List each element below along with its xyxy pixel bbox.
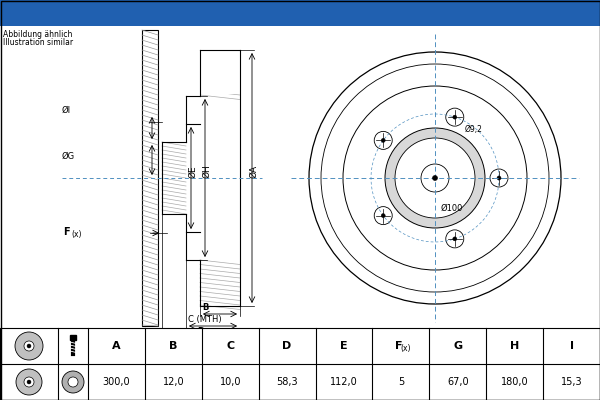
- Text: A: A: [112, 341, 121, 351]
- Text: ØI: ØI: [62, 106, 71, 114]
- Text: 12,0: 12,0: [163, 377, 184, 387]
- Circle shape: [24, 341, 34, 351]
- Circle shape: [446, 230, 464, 248]
- Text: 112,0: 112,0: [330, 377, 358, 387]
- FancyBboxPatch shape: [0, 26, 600, 328]
- Text: 67,0: 67,0: [447, 377, 469, 387]
- Text: 58,3: 58,3: [276, 377, 298, 387]
- Text: 10,0: 10,0: [220, 377, 241, 387]
- Text: ØG: ØG: [62, 152, 75, 160]
- Circle shape: [446, 108, 464, 126]
- Circle shape: [374, 131, 392, 149]
- Polygon shape: [162, 50, 240, 306]
- Text: (x): (x): [71, 230, 82, 238]
- FancyBboxPatch shape: [142, 30, 158, 326]
- Circle shape: [395, 138, 475, 218]
- Circle shape: [24, 377, 34, 387]
- Text: B: B: [202, 303, 208, 312]
- Circle shape: [62, 371, 84, 393]
- Text: Illustration similar: Illustration similar: [3, 38, 73, 47]
- FancyBboxPatch shape: [70, 335, 76, 340]
- Circle shape: [381, 214, 385, 218]
- Text: B: B: [169, 341, 178, 351]
- Circle shape: [374, 207, 392, 225]
- Circle shape: [421, 164, 449, 192]
- Text: ØE: ØE: [188, 165, 197, 178]
- Text: (x): (x): [401, 344, 411, 352]
- Circle shape: [15, 332, 43, 360]
- Text: 15,3: 15,3: [561, 377, 583, 387]
- Circle shape: [490, 169, 508, 187]
- Text: I: I: [569, 341, 574, 351]
- Text: C: C: [226, 341, 234, 351]
- Text: C (MTH): C (MTH): [188, 315, 221, 324]
- Circle shape: [68, 377, 78, 387]
- Circle shape: [453, 115, 457, 119]
- Text: G: G: [453, 341, 463, 351]
- Text: 300,0: 300,0: [103, 377, 130, 387]
- Text: Ø9,2: Ø9,2: [465, 125, 482, 134]
- Text: 24.0112-0183.1: 24.0112-0183.1: [131, 4, 278, 22]
- Text: Abbildung ähnlich: Abbildung ähnlich: [3, 30, 73, 39]
- Text: H: H: [510, 341, 519, 351]
- Circle shape: [27, 380, 31, 384]
- Circle shape: [385, 128, 485, 228]
- Circle shape: [381, 138, 385, 142]
- Text: ØA: ØA: [250, 165, 259, 178]
- Text: Ø100: Ø100: [441, 204, 463, 212]
- Text: F: F: [395, 341, 403, 351]
- Text: D: D: [197, 327, 205, 336]
- Circle shape: [453, 237, 457, 241]
- Text: E: E: [340, 341, 348, 351]
- Text: 5: 5: [398, 377, 404, 387]
- Circle shape: [433, 176, 437, 180]
- Text: F: F: [63, 227, 70, 237]
- Circle shape: [497, 176, 501, 180]
- Circle shape: [16, 369, 42, 395]
- Circle shape: [309, 52, 561, 304]
- FancyBboxPatch shape: [0, 328, 600, 400]
- Text: ØH: ØH: [203, 164, 212, 178]
- FancyBboxPatch shape: [0, 0, 600, 26]
- Text: D: D: [283, 341, 292, 351]
- Circle shape: [27, 344, 31, 348]
- Text: 412183: 412183: [340, 4, 410, 22]
- Text: 180,0: 180,0: [501, 377, 529, 387]
